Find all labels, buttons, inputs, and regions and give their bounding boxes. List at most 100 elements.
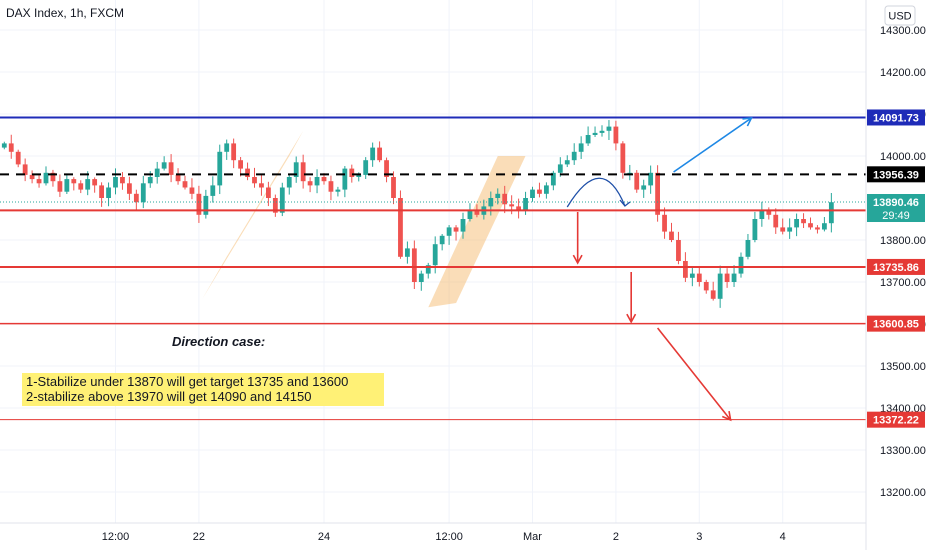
candle-body: [787, 227, 793, 232]
candle-body: [99, 185, 104, 198]
candle-body: [224, 143, 230, 152]
candle-body: [613, 126, 619, 144]
level-price-text: 13735.86: [873, 262, 919, 274]
grid-layer: [0, 0, 866, 523]
x-tick-label: 12:00: [102, 531, 130, 543]
candle-body: [474, 210, 480, 215]
candle-body: [710, 290, 716, 299]
y-tick-label: 14200.00: [880, 67, 926, 79]
symbol-title: DAX Index, 1h, FXCM: [6, 6, 124, 20]
candle-body: [738, 256, 744, 274]
x-tick-label: 4: [780, 531, 786, 543]
x-tick-label: 22: [193, 531, 205, 543]
candle-body: [127, 183, 132, 194]
candle-body: [502, 193, 508, 205]
candle-body: [689, 273, 695, 278]
candle-body: [641, 185, 647, 190]
candle-body: [578, 143, 584, 152]
candle-body: [773, 214, 779, 228]
candle-body: [418, 273, 424, 282]
candle-body: [766, 210, 772, 215]
candle-body: [363, 160, 369, 175]
candle-body: [133, 193, 139, 203]
candle-body: [272, 198, 278, 213]
candle-body: [724, 273, 730, 282]
y-tick-label: 14000.00: [880, 151, 926, 163]
level-price-text: 13600.85: [873, 319, 919, 331]
candle-body: [432, 244, 438, 266]
up-target-arrow: [673, 117, 752, 173]
candle-body: [238, 160, 243, 169]
candle-body: [488, 198, 494, 207]
candle-body: [15, 151, 21, 165]
candle-body: [627, 172, 633, 174]
candle-body: [370, 147, 376, 161]
candle-body: [328, 181, 334, 192]
candle-body: [161, 162, 167, 169]
candle-body: [293, 162, 299, 177]
candle-body: [182, 181, 188, 188]
x-tick-label: Mar: [523, 531, 542, 543]
candle-body: [203, 195, 209, 215]
candle-body: [106, 187, 111, 198]
candle-body: [57, 181, 63, 192]
note-line-1: 1-Stabilize under 13870 will get target …: [26, 374, 348, 389]
candle-body: [307, 181, 313, 186]
candle-body: [71, 179, 77, 184]
candle-body: [808, 223, 813, 228]
candle-body: [286, 177, 292, 188]
candle-body: [495, 193, 501, 198]
level-price-text: 13956.39: [873, 169, 919, 181]
x-tick-label: 12:00: [435, 531, 463, 543]
candle-body: [620, 143, 626, 173]
candle-body: [335, 189, 341, 192]
rising-wedge-shape: [202, 130, 304, 299]
down-target-arrow-3-head: [721, 410, 732, 422]
projection-arrows: [566, 117, 753, 422]
currency-button-frame[interactable]: [884, 5, 916, 26]
candle-body: [78, 183, 84, 190]
level-price-labels: 14091.7313956.3913870.5213735.8613600.85…: [867, 109, 925, 428]
candle-body: [446, 227, 452, 236]
candle-body: [147, 177, 153, 184]
y-tick-label: 13200.00: [880, 487, 926, 499]
candle-body: [550, 172, 556, 186]
candle-body: [537, 189, 542, 194]
level-price-text: 13372.22: [873, 415, 919, 427]
y-tick-label: 14300.00: [880, 25, 926, 37]
candle-body: [648, 172, 654, 186]
candle-body: [669, 231, 674, 240]
candle-body: [231, 143, 237, 161]
down-target-arrow-head: [572, 254, 583, 265]
candle-body: [655, 172, 660, 215]
candle-body: [439, 235, 445, 245]
up-target-arrow-head: [742, 117, 753, 127]
candle-body: [189, 187, 195, 194]
level-lines: [0, 116, 866, 421]
candle-body: [92, 179, 98, 186]
candle-body: [564, 160, 570, 165]
candle-body: [676, 240, 681, 261]
candle-body: [585, 135, 591, 144]
candle-body: [717, 273, 723, 299]
candle-body: [196, 193, 202, 215]
y-tick-label: 13700.00: [880, 277, 926, 289]
level-price-box: [867, 411, 925, 428]
currency-button[interactable]: USD: [884, 5, 916, 26]
candle-body: [696, 273, 702, 282]
candle-body: [606, 126, 612, 131]
candle-body: [113, 177, 118, 188]
candle-body: [120, 177, 125, 184]
candle-body: [29, 174, 35, 180]
candle-body: [703, 282, 709, 291]
x-tick-label: 24: [318, 531, 330, 543]
candle-body: [523, 198, 528, 211]
candle-body: [530, 189, 535, 198]
candle-body: [321, 177, 327, 182]
candle-body: [453, 227, 459, 232]
candle-body: [85, 179, 91, 190]
candle-body: [425, 265, 431, 274]
candle-body: [210, 185, 216, 196]
note-line-2: 2-stabilize above 13970 will get 14090 a…: [26, 389, 312, 404]
